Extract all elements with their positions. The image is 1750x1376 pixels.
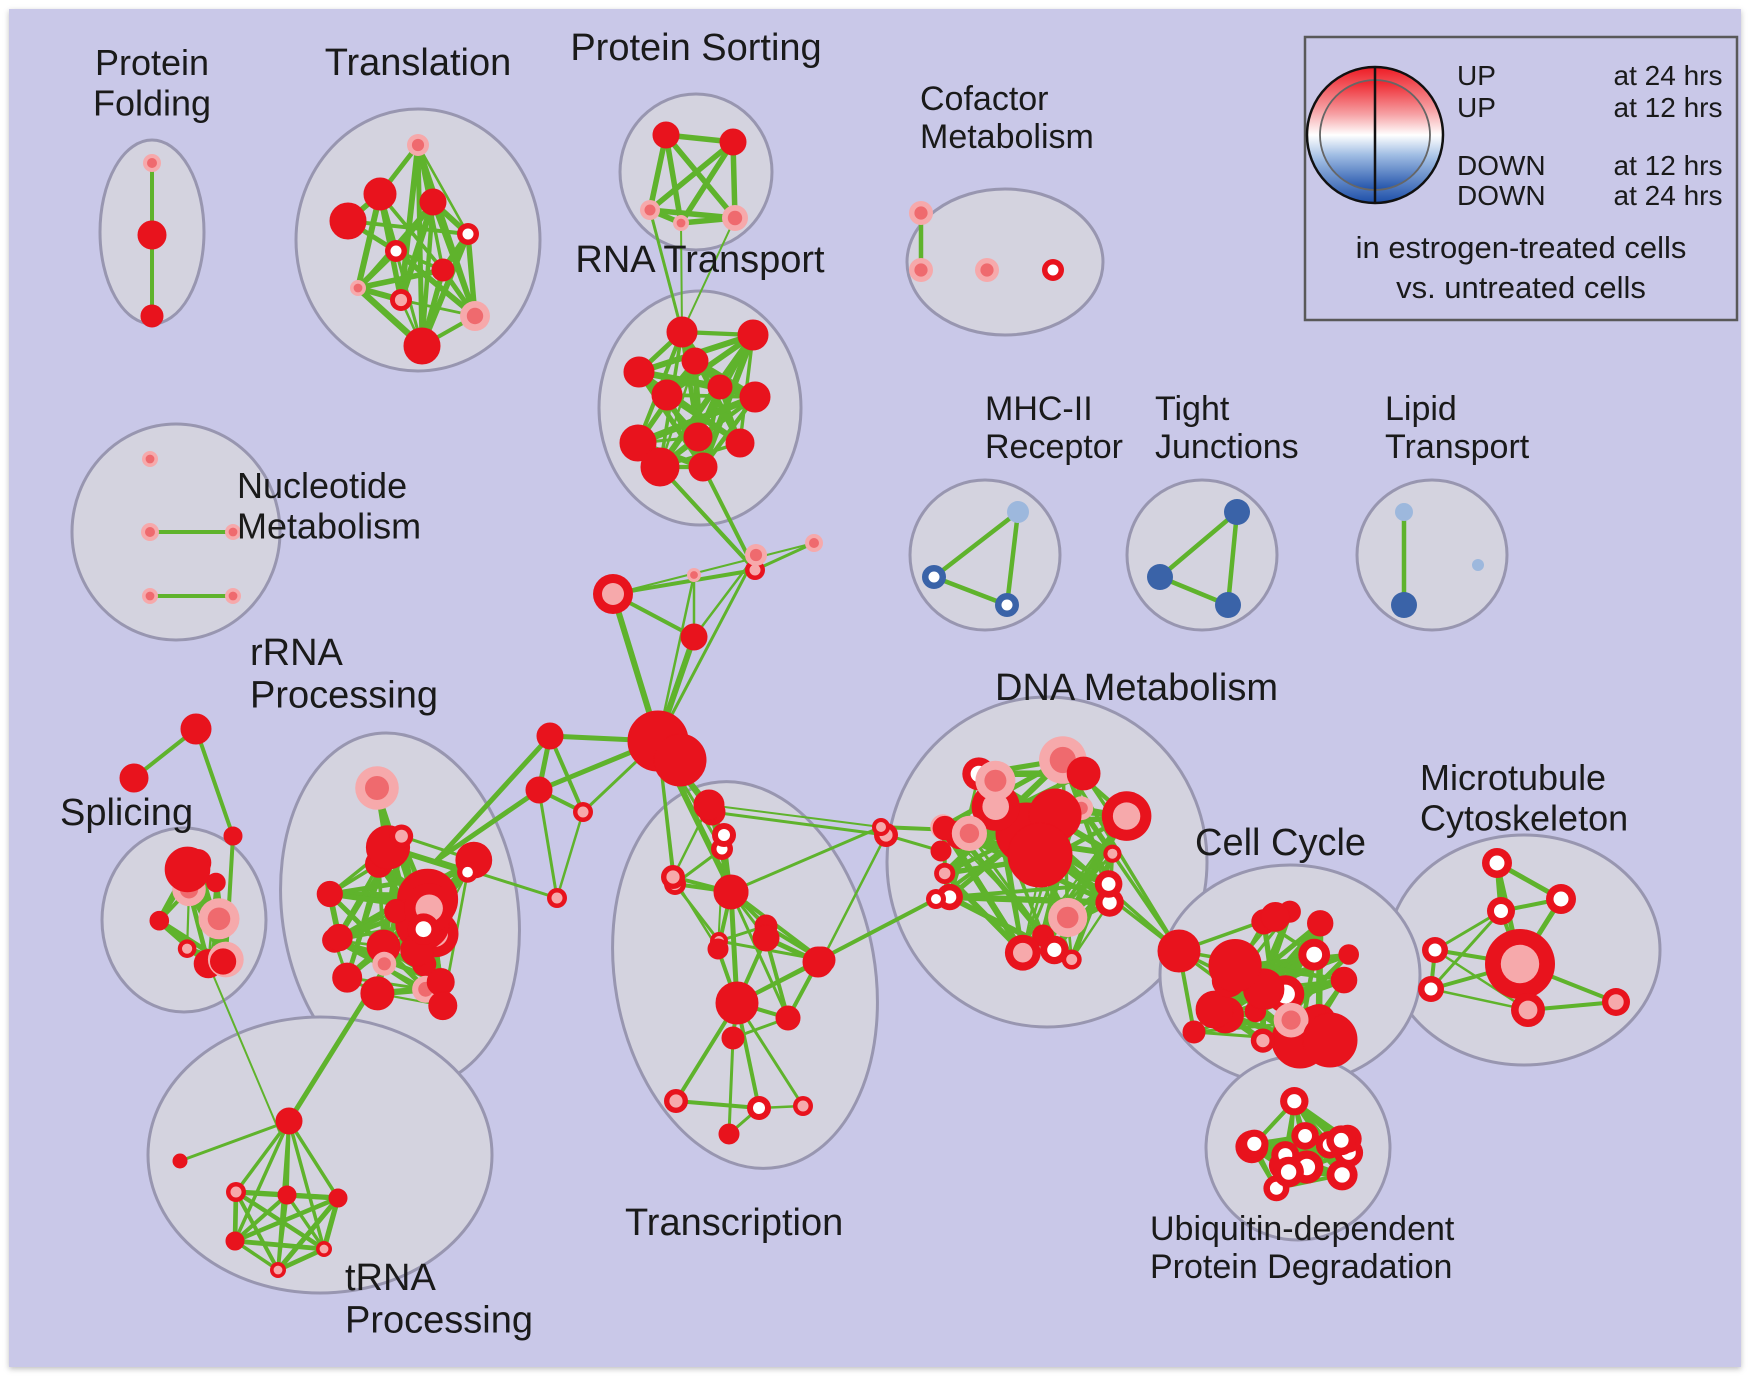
svg-text:in estrogen-treated cells: in estrogen-treated cells xyxy=(1356,230,1687,265)
svg-text:vs. untreated cells: vs. untreated cells xyxy=(1396,270,1646,305)
svg-text:at 12 hrs: at 12 hrs xyxy=(1614,150,1723,181)
svg-text:UP: UP xyxy=(1457,92,1496,123)
svg-text:RNA Transport: RNA Transport xyxy=(575,239,825,281)
svg-text:Splicing: Splicing xyxy=(60,792,193,834)
svg-text:UP: UP xyxy=(1457,60,1496,91)
svg-text:at 12 hrs: at 12 hrs xyxy=(1614,92,1723,123)
svg-text:DNA Metabolism: DNA Metabolism xyxy=(995,667,1278,709)
svg-text:Translation: Translation xyxy=(325,42,512,84)
svg-text:Cell Cycle: Cell Cycle xyxy=(1195,822,1366,864)
svg-text:Protein Sorting: Protein Sorting xyxy=(570,27,821,69)
svg-text:at 24 hrs: at 24 hrs xyxy=(1614,60,1723,91)
svg-text:Transcription: Transcription xyxy=(625,1202,843,1244)
svg-text:DOWN: DOWN xyxy=(1457,150,1546,181)
svg-text:DOWN: DOWN xyxy=(1457,180,1546,211)
svg-text:at 24 hrs: at 24 hrs xyxy=(1614,180,1723,211)
